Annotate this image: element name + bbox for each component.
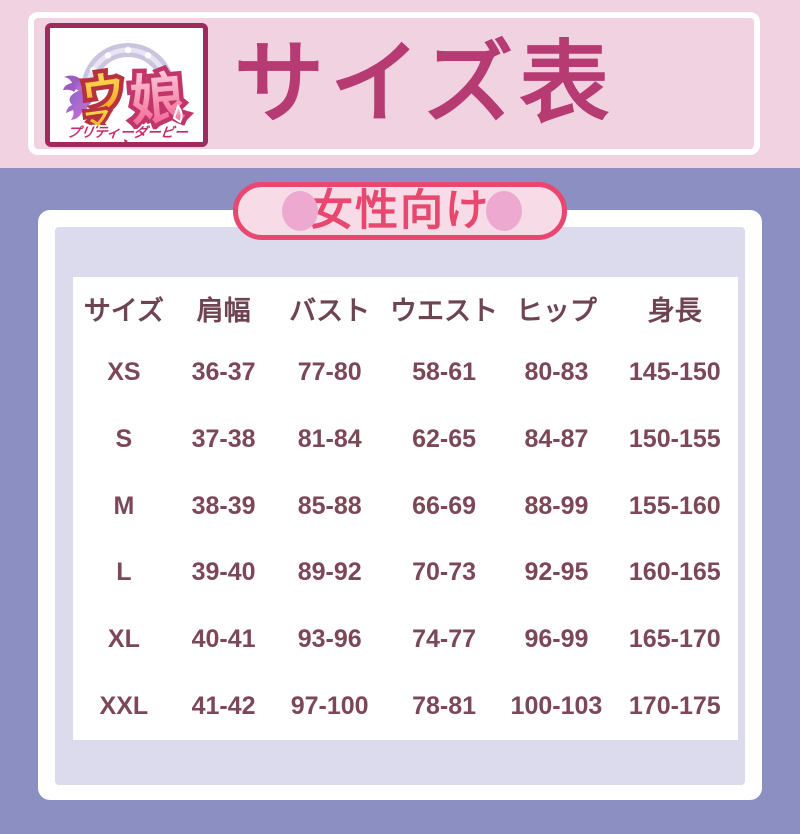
value-cell: 81-84 bbox=[297, 424, 362, 453]
value-cell: 77-80 bbox=[297, 357, 362, 386]
value-cell: 70-73 bbox=[412, 558, 477, 587]
value-cell: 58-61 bbox=[412, 357, 477, 386]
value-cell: 40-41 bbox=[191, 625, 256, 654]
value-cell: 97-100 bbox=[290, 692, 369, 721]
value-cell: 74-77 bbox=[412, 625, 477, 654]
value-cell: 89-92 bbox=[297, 558, 362, 587]
value-cell: 150-155 bbox=[628, 424, 721, 453]
logo-subtitle: プリティーダービー bbox=[66, 125, 189, 140]
value-cell: 66-69 bbox=[412, 491, 477, 520]
brand-char-musume: 娘 bbox=[128, 67, 187, 131]
value-cell: 37-38 bbox=[191, 424, 256, 453]
brand-char-u: ウ bbox=[79, 67, 129, 122]
value-cell: 92-95 bbox=[524, 558, 589, 587]
size-cell: XS bbox=[107, 357, 141, 386]
value-cell: 41-42 bbox=[191, 692, 256, 721]
size-table: サイズ 肩幅 バスト ウエスト ヒップ 身長 XS 36-37 77-80 58… bbox=[73, 277, 738, 740]
value-cell: 85-88 bbox=[297, 491, 362, 520]
badge-dot-right-icon bbox=[486, 191, 522, 231]
brand-text: ウ マ 娘 bbox=[74, 63, 191, 141]
badge-dot-left-icon bbox=[282, 191, 318, 231]
butterfly-mark bbox=[124, 139, 128, 142]
value-cell: 160-165 bbox=[628, 558, 721, 587]
value-cell: 38-39 bbox=[191, 491, 256, 520]
size-cell: S bbox=[115, 424, 133, 453]
value-cell: 88-99 bbox=[524, 491, 589, 520]
header-banner: ウ マ 娘 プリティーダービー サイズ表 bbox=[0, 0, 800, 168]
table-card: サイズ 肩幅 バスト ウエスト ヒップ 身長 XS 36-37 77-80 58… bbox=[38, 210, 762, 800]
value-cell: 93-96 bbox=[297, 625, 362, 654]
value-cell: 100-103 bbox=[510, 692, 603, 721]
value-cell: 36-37 bbox=[191, 357, 256, 386]
page-title: サイズ表 bbox=[234, 34, 616, 134]
horseshoe-icon bbox=[81, 43, 175, 91]
value-cell: 39-40 bbox=[191, 558, 256, 587]
value-cell: 96-99 bbox=[524, 625, 589, 654]
column-header-hip: ヒップ bbox=[515, 295, 597, 326]
value-cell: 170-175 bbox=[628, 692, 721, 721]
audience-badge-label: 女性向け bbox=[310, 186, 490, 235]
horse-girl-silhouette-icon bbox=[63, 75, 93, 120]
header-frame bbox=[28, 12, 760, 155]
size-cell: XXL bbox=[99, 692, 149, 721]
column-header-shoulder: 肩幅 bbox=[196, 295, 251, 326]
size-cell: XL bbox=[107, 625, 140, 654]
column-header-waist: ウエスト bbox=[390, 295, 499, 326]
value-cell: 165-170 bbox=[628, 625, 721, 654]
column-header-height: 身長 bbox=[647, 295, 702, 326]
value-cell: 84-87 bbox=[524, 424, 589, 453]
column-header-bust: バスト bbox=[289, 295, 371, 326]
swoosh-mark bbox=[172, 103, 183, 124]
size-cell: M bbox=[113, 491, 135, 520]
value-cell: 80-83 bbox=[524, 357, 589, 386]
column-header-size: サイズ bbox=[83, 295, 164, 326]
size-cell: L bbox=[116, 558, 132, 587]
value-cell: 155-160 bbox=[628, 491, 721, 520]
uma-musume-logo-art: ウ マ 娘 プリティーダービー bbox=[63, 43, 191, 142]
value-cell: 78-81 bbox=[412, 692, 477, 721]
value-cell: 62-65 bbox=[412, 424, 477, 453]
uma-musume-logo: ウ マ 娘 プリティーダービー bbox=[45, 23, 208, 147]
audience-badge: 女性向け bbox=[233, 182, 567, 240]
value-cell: 145-150 bbox=[628, 357, 721, 386]
